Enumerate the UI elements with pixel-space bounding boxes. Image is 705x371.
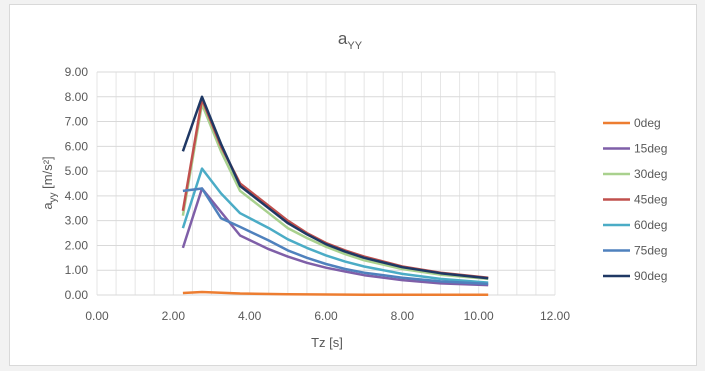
x-tick-label: 4.00 [238, 309, 262, 323]
y-tick-label: 2.00 [65, 238, 89, 252]
legend-label-30deg: 30deg [634, 167, 667, 181]
legend-label-45deg: 45deg [634, 193, 667, 207]
y-tick-label: 5.00 [65, 164, 89, 178]
legend-label-90deg: 90deg [634, 269, 667, 283]
legend-label-15deg: 15deg [634, 142, 667, 156]
x-tick-label: 8.00 [391, 309, 415, 323]
series-line-60deg [181, 167, 489, 284]
y-tick-label: 1.00 [65, 263, 89, 277]
x-tick-label: 10.00 [464, 309, 494, 323]
series-line-75deg [182, 187, 489, 286]
y-tick-label: 0.00 [65, 288, 89, 302]
series-line-30deg [181, 102, 489, 281]
y-tick-label: 4.00 [65, 189, 89, 203]
series-lines [181, 95, 489, 297]
y-tick-label: 7.00 [65, 115, 89, 129]
y-tick-label: 8.00 [65, 90, 89, 104]
chart-title: aYY [338, 29, 363, 52]
y-tick-label: 9.00 [65, 65, 89, 79]
legend-label-75deg: 75deg [634, 244, 667, 258]
series-line-15deg [181, 187, 489, 287]
legend-label-0deg: 0deg [634, 116, 661, 130]
y-tick-label: 3.00 [65, 214, 89, 228]
series-line-90deg [181, 95, 489, 280]
gridlines [96, 71, 556, 296]
x-axis-tick-labels: 0.00 2.00 4.00 6.00 8.00 10.00 12.00 [85, 309, 570, 323]
series-line-0deg [182, 290, 489, 297]
y-axis-tick-labels: 0.00 1.00 2.00 3.00 4.00 5.00 6.00 7.00 8.00 9.00 [65, 65, 89, 302]
y-axis-title: ayy [m/s²] [40, 156, 59, 209]
x-axis-title: Tz [s] [311, 335, 343, 350]
chart-frame [9, 4, 697, 366]
legend: 0deg 15deg 30deg 45deg 60deg 75deg 90deg [603, 116, 667, 283]
legend-label-60deg: 60deg [634, 218, 667, 232]
x-tick-label: 12.00 [540, 309, 570, 323]
x-tick-label: 2.00 [162, 309, 186, 323]
y-tick-label: 6.00 [65, 139, 89, 153]
x-tick-label: 0.00 [85, 309, 109, 323]
x-tick-label: 6.00 [314, 309, 338, 323]
